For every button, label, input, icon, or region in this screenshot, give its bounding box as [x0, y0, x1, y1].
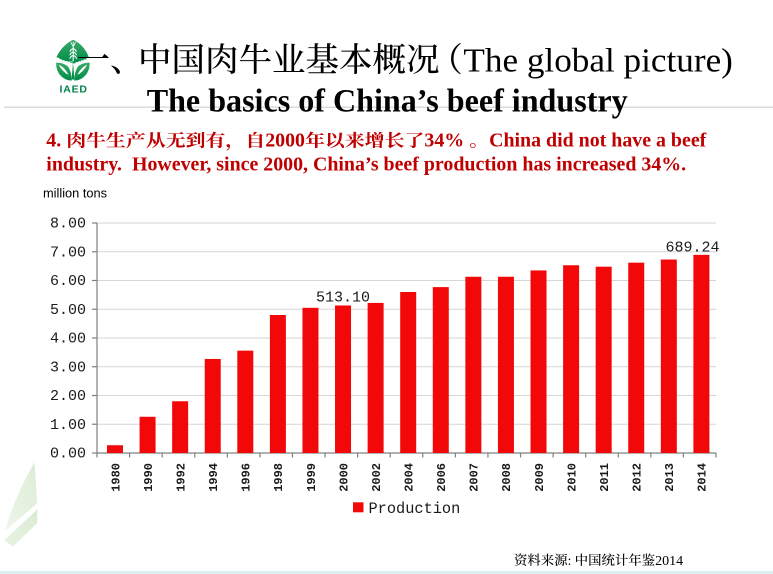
svg-text:2014: 2014	[696, 463, 710, 492]
svg-text:2011: 2011	[598, 463, 612, 492]
svg-text:1994: 1994	[207, 463, 221, 492]
svg-text:5.00: 5.00	[50, 302, 86, 319]
svg-text::: :	[568, 553, 572, 568]
svg-text:1996: 1996	[240, 463, 254, 492]
svg-text:34%: 34%	[424, 130, 464, 152]
svg-text:2014: 2014	[655, 554, 683, 569]
svg-text:0.00: 0.00	[50, 446, 86, 463]
svg-text:1980: 1980	[109, 463, 123, 492]
svg-text:689.24: 689.24	[665, 239, 719, 256]
svg-text:4.: 4.	[46, 130, 61, 152]
svg-text:6.00: 6.00	[50, 273, 86, 290]
svg-text:513.10: 513.10	[316, 289, 370, 306]
svg-text:China did not have a beef: China did not have a beef	[489, 130, 707, 152]
svg-text:1990: 1990	[142, 463, 156, 492]
svg-text:2000: 2000	[337, 463, 351, 492]
svg-text:1.00: 1.00	[50, 417, 86, 434]
svg-text:4.00: 4.00	[50, 331, 86, 348]
svg-text:1992: 1992	[174, 463, 188, 492]
svg-text:7.00: 7.00	[50, 244, 86, 261]
svg-text:2004: 2004	[403, 463, 417, 492]
svg-text:2013: 2013	[663, 463, 677, 492]
svg-text:The global picture): The global picture)	[463, 43, 733, 80]
svg-text:2000: 2000	[265, 130, 305, 152]
svg-text:2010: 2010	[565, 463, 579, 492]
svg-text:Production: Production	[369, 500, 461, 518]
svg-text:2.00: 2.00	[50, 388, 86, 405]
svg-text:2002: 2002	[370, 463, 384, 492]
svg-text:2012: 2012	[631, 463, 645, 492]
svg-text:million tons: million tons	[43, 186, 107, 201]
svg-text:1998: 1998	[272, 463, 286, 492]
svg-text:1999: 1999	[305, 463, 319, 492]
svg-text:The basics of China’s beef ind: The basics of China’s beef industry	[147, 84, 628, 120]
svg-text:2006: 2006	[435, 463, 449, 492]
svg-text:1958: 1958	[65, 60, 73, 64]
svg-text:IAED: IAED	[60, 83, 88, 95]
svg-text:industry. However, since 2000: industry. However, since 2000, China’s b…	[46, 154, 686, 176]
svg-text:2008: 2008	[500, 463, 514, 492]
svg-text:2007: 2007	[468, 463, 482, 492]
svg-text:8.00: 8.00	[50, 216, 86, 233]
svg-text:2009: 2009	[533, 463, 547, 492]
svg-text:3.00: 3.00	[50, 359, 86, 376]
